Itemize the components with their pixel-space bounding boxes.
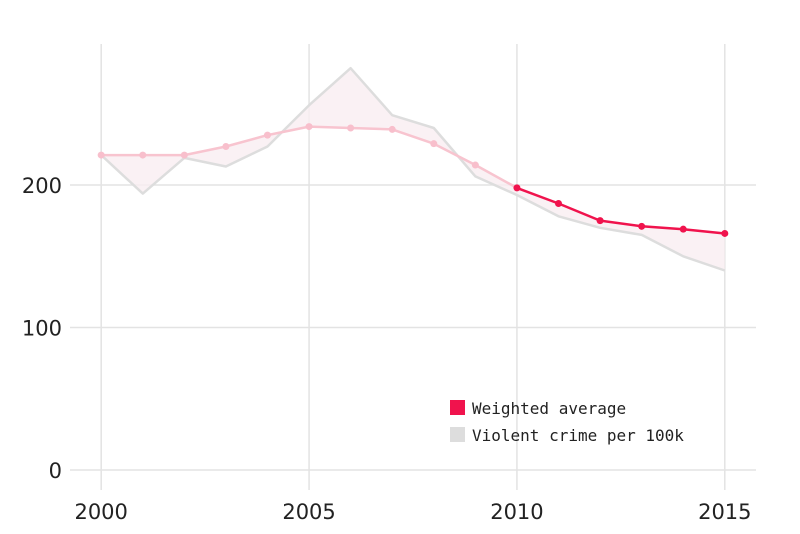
- y-tick-label: 100: [22, 317, 62, 341]
- legend-label-violent-crime: Violent crime per 100k: [472, 426, 684, 445]
- series-gap-band: [101, 68, 725, 271]
- data-point-weighted-average: [471, 161, 479, 169]
- y-tick-label: 200: [22, 174, 62, 198]
- series-line-violent-crime: [100, 66, 726, 272]
- data-point-weighted-average: [263, 131, 271, 139]
- data-point-weighted-average: [555, 200, 563, 208]
- data-point-weighted-average: [97, 151, 105, 159]
- data-point-weighted-average: [430, 140, 438, 148]
- data-point-weighted-average: [388, 125, 396, 133]
- data-point-weighted-average: [638, 222, 646, 230]
- data-point-weighted-average: [679, 225, 687, 233]
- data-point-weighted-average: [305, 123, 313, 131]
- data-point-weighted-average: [513, 184, 521, 192]
- data-point-weighted-average: [222, 143, 230, 151]
- legend-swatch-violent-crime: [450, 427, 465, 442]
- x-tick-label: 2005: [282, 500, 335, 524]
- series-gap-bands: [101, 68, 725, 271]
- legend-label-weighted-average: Weighted average: [472, 399, 626, 418]
- x-tick-label: 2000: [74, 500, 127, 524]
- axis-ticks: 2000 2005 2010 2015 0 100 200: [22, 174, 752, 524]
- data-point-weighted-average: [347, 124, 355, 132]
- series-lines: [100, 66, 726, 272]
- data-point-weighted-average: [180, 151, 188, 159]
- x-tick-label: 2010: [490, 500, 543, 524]
- y-tick-label: 0: [49, 459, 62, 483]
- legend-swatch-weighted-average: [450, 400, 465, 415]
- data-point-weighted-average: [721, 229, 729, 237]
- data-point-weighted-average: [139, 151, 147, 159]
- x-tick-label: 2015: [698, 500, 751, 524]
- data-point-weighted-average: [596, 217, 604, 225]
- grid: [70, 44, 756, 490]
- series-line-weighted-average: [516, 186, 725, 235]
- legend: Weighted average Violent crime per 100k: [450, 399, 684, 445]
- data-points: [97, 123, 729, 237]
